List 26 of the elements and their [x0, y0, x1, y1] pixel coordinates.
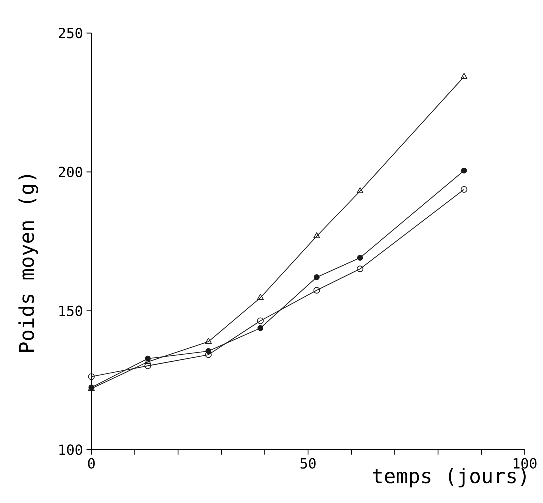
point [356, 266, 364, 273]
x-tick-label: 50 [300, 458, 316, 470]
y-tick-label: 150 [60, 306, 82, 317]
point [357, 255, 364, 262]
point [257, 294, 264, 300]
point [257, 318, 264, 325]
point [460, 186, 468, 194]
x-axis-title: temps (jours) [373, 468, 526, 488]
point [314, 232, 320, 239]
point [356, 188, 364, 194]
x-tick-label: 0 [88, 458, 95, 470]
point [460, 73, 468, 80]
point [205, 352, 212, 358]
y-tick-label: 100 [60, 444, 82, 456]
point [461, 168, 468, 174]
point [314, 274, 320, 281]
point [145, 356, 151, 362]
x-tick-label: 100 [514, 458, 537, 470]
point [314, 287, 320, 294]
point [258, 326, 264, 332]
point [88, 374, 95, 380]
y-tick-label: 200 [58, 167, 82, 178]
y-axis-title: Poids moyen (g) [18, 175, 38, 352]
point [144, 362, 152, 370]
y-tick-label: 250 [58, 28, 82, 39]
point [205, 338, 212, 344]
